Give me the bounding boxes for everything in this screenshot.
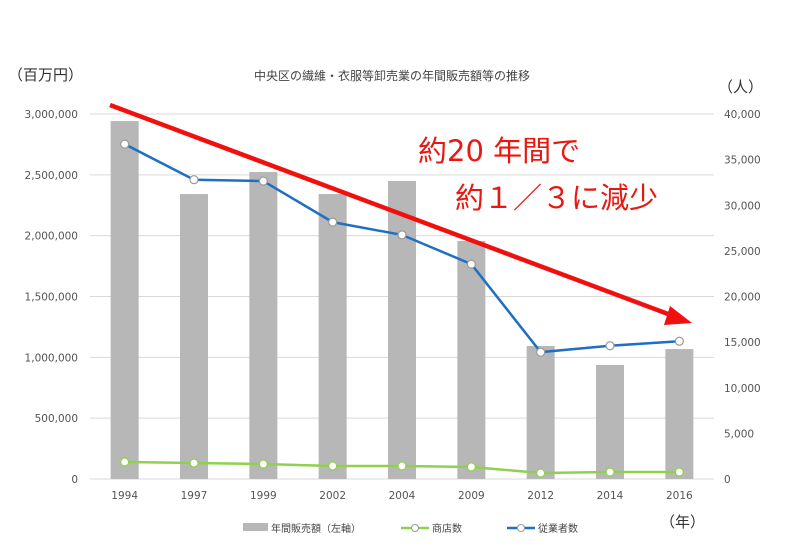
legend-swatch [243,523,268,531]
data-point [536,347,546,357]
annotation-line2: 約１／３に減少 [455,181,659,215]
annotation-line1: 約20 年間で [418,134,581,168]
left-tick-label: 2,500,000 [25,170,78,182]
right-axis-unit: （人） [718,78,763,96]
bar [388,181,416,479]
data-point [605,467,615,477]
left-tick-label: 0 [71,474,78,486]
data-point [536,468,546,478]
bar [596,364,624,479]
data-point [189,175,199,185]
bar [457,241,486,479]
data-point [674,467,684,477]
right-tick-label: 35,000 [724,155,761,167]
bar [180,194,208,479]
left-tick-label: 1,000,000 [25,352,78,364]
data-point [605,341,615,351]
bar [665,349,694,479]
legend-marker [517,524,525,532]
legend-label: 従業者数 [538,522,578,535]
left-tick-label: 500,000 [35,413,78,425]
right-tick-label: 25,000 [724,246,761,258]
x-tick-label: 2012 [527,490,554,502]
data-point [120,139,130,149]
x-tick-label: 2009 [458,490,485,502]
left-axis-unit: （百万円） [8,66,83,84]
x-tick-label: 1997 [181,490,208,502]
right-tick-label: 5,000 [724,428,754,440]
chart-title: 中央区の繊維・衣服等卸売業の年間販売額等の推移 [254,68,530,83]
right-tick-label: 40,000 [724,109,761,121]
data-point [328,461,338,471]
data-point [258,459,268,469]
right-tick-label: 20,000 [724,292,761,304]
trend-arrow-head [664,306,692,325]
bar [110,121,139,479]
legend-label: 商店数 [432,522,462,535]
data-point [466,462,476,472]
right-tick-label: 15,000 [724,337,761,349]
x-tick-label: 1994 [111,490,138,502]
data-point [189,458,199,468]
data-point [328,217,338,227]
data-point [466,259,476,269]
bar [526,346,555,479]
right-tick-label: 10,000 [724,383,761,395]
data-point [258,176,268,186]
right-tick-label: 30,000 [724,200,761,212]
left-tick-label: 3,000,000 [25,109,78,121]
x-tick-label: 2014 [597,490,624,502]
bar [318,194,347,479]
bar [249,172,278,479]
legend-marker [411,524,419,532]
x-tick-label: 2016 [666,490,693,502]
x-tick-label: 2002 [319,490,346,502]
data-point [397,461,407,471]
data-point [397,230,407,240]
left-tick-label: 1,500,000 [25,292,78,304]
trend-arrow-line [109,102,677,320]
right-tick-label: 0 [724,474,731,486]
data-point [674,336,684,346]
x-tick-label: 2004 [389,490,416,502]
x-axis-unit: （年） [660,513,705,531]
left-tick-label: 2,000,000 [25,231,78,243]
legend-label: 年間販売額（左軸） [271,522,361,535]
data-point [120,457,130,467]
x-tick-label: 1999 [250,490,277,502]
